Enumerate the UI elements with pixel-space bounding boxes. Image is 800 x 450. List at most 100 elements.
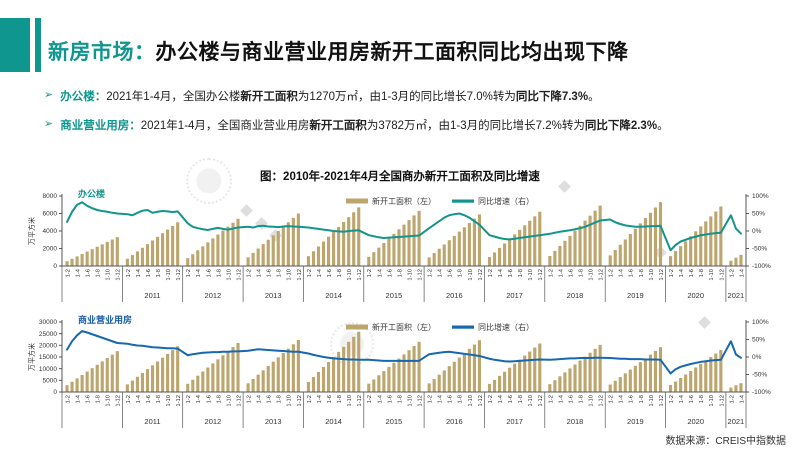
svg-text:1-2: 1-2 (548, 269, 554, 277)
svg-text:2011: 2011 (144, 291, 160, 300)
svg-text:2019: 2019 (627, 417, 644, 426)
svg-text:10000: 10000 (39, 366, 57, 373)
svg-text:1-10: 1-10 (106, 395, 112, 407)
svg-text:1-8: 1-8 (337, 395, 343, 403)
svg-text:1-4: 1-4 (438, 394, 444, 403)
chart-series-label: 办公楼 (78, 188, 105, 199)
svg-text:100%: 100% (752, 319, 769, 326)
svg-text:1-10: 1-10 (649, 269, 655, 281)
svg-text:50%: 50% (752, 211, 765, 218)
svg-text:1-4: 1-4 (317, 268, 323, 277)
bullets: ➢ 办公楼：2021年1-4月，全国办公楼新开工面积为1270万㎡，由1-3月的同… (44, 88, 774, 146)
svg-text:2020: 2020 (687, 291, 704, 300)
svg-text:2015: 2015 (386, 291, 403, 300)
svg-text:1-2: 1-2 (247, 395, 253, 403)
svg-text:30000: 30000 (39, 319, 57, 326)
data-source: 数据来源：CREIS中指数据 (665, 436, 786, 447)
x-axis: 1-2 1-4 1-6 1-8 1-10 1-12 1-2 1-4 1-6 1-8 1-10 1-12… (61, 391, 747, 428)
yoy-growth-line (66, 201, 742, 252)
svg-text:1-8: 1-8 (277, 395, 283, 403)
chart-commercial: 商业营业用房 新开工面积（左） 同比增速（右） 0 5000 10000 15000 2000… (0, 310, 800, 438)
svg-text:2021: 2021 (728, 417, 745, 426)
svg-text:1-6: 1-6 (206, 269, 212, 277)
page-title-main: 办公楼与商业营业用房新开工面积同比均出现下降 (155, 41, 629, 64)
svg-text:1-6: 1-6 (86, 395, 92, 403)
svg-text:1-12: 1-12 (538, 269, 544, 281)
svg-text:1-2: 1-2 (609, 269, 615, 277)
legend-bar-label: 新开工面积（左） (372, 322, 436, 332)
y-axis-left: 0 2000 4000 6000 8000 万平方米 (27, 193, 63, 270)
svg-text:1-4: 1-4 (377, 394, 383, 403)
svg-text:8000: 8000 (43, 193, 58, 200)
svg-text:2014: 2014 (325, 417, 342, 426)
svg-text:2014: 2014 (325, 291, 342, 300)
svg-text:1-4: 1-4 (739, 394, 745, 403)
legend-bar-swatch (346, 198, 368, 204)
svg-text:1-2: 1-2 (307, 395, 313, 403)
svg-text:1-12: 1-12 (719, 395, 725, 407)
svg-text:2018: 2018 (567, 417, 584, 426)
svg-text:0: 0 (53, 389, 57, 396)
svg-text:1-2: 1-2 (126, 395, 132, 403)
chart-office: 办公楼 新开工面积（左） 同比增速（右） 0 2000 4000 6000 8000 万平方米 1… (0, 184, 800, 312)
svg-text:15000: 15000 (39, 354, 57, 361)
svg-text:2011: 2011 (144, 417, 160, 426)
svg-text:1-4: 1-4 (739, 268, 745, 277)
svg-text:1-6: 1-6 (146, 269, 152, 277)
svg-text:1-8: 1-8 (156, 269, 162, 277)
svg-text:1-2: 1-2 (548, 395, 554, 403)
svg-text:1-10: 1-10 (347, 269, 353, 281)
svg-text:4000: 4000 (43, 228, 58, 235)
svg-text:1-2: 1-2 (65, 395, 71, 403)
svg-text:1-12: 1-12 (357, 395, 363, 407)
svg-text:1-2: 1-2 (488, 395, 494, 403)
svg-text:1-6: 1-6 (206, 395, 212, 403)
bullet-text: 办公楼：2021年1-4月，全国办公楼新开工面积为1270万㎡，由1-3月的同比… (60, 91, 600, 103)
svg-text:1-2: 1-2 (669, 269, 675, 277)
svg-text:1-12: 1-12 (478, 395, 484, 407)
svg-text:0%: 0% (752, 228, 762, 235)
combo-chart-svg: 商业营业用房新开工面积（左） 同比增速（右） 0 5000 10000 15000 2000… (27, 314, 771, 428)
svg-text:1-6: 1-6 (629, 395, 635, 403)
svg-text:1-4: 1-4 (257, 268, 263, 277)
svg-text:1-6: 1-6 (86, 269, 92, 277)
svg-text:1-2: 1-2 (488, 269, 494, 277)
svg-text:1-2: 1-2 (428, 269, 434, 277)
svg-text:0: 0 (53, 263, 57, 270)
legend-bar-swatch (346, 324, 368, 330)
page-title: 新房市场：办公楼与商业营业用房新开工面积同比均出现下降 (48, 36, 629, 66)
svg-text:1-10: 1-10 (528, 269, 534, 281)
legend-bar-label: 新开工面积（左） (372, 196, 436, 206)
svg-text:1-6: 1-6 (508, 269, 514, 277)
legend-line-swatch (452, 325, 474, 329)
svg-text:6000: 6000 (43, 211, 58, 218)
svg-text:1-8: 1-8 (699, 269, 705, 277)
y-axis-right: 100% 50% 0% -50% -100% (745, 319, 771, 396)
svg-text:1-10: 1-10 (166, 395, 172, 407)
svg-text:1-4: 1-4 (136, 268, 142, 277)
svg-text:1-6: 1-6 (629, 269, 635, 277)
svg-text:1-4: 1-4 (317, 394, 323, 403)
svg-text:1-2: 1-2 (729, 269, 735, 277)
svg-text:1-12: 1-12 (599, 395, 605, 407)
svg-text:1-8: 1-8 (96, 395, 102, 403)
svg-text:1-10: 1-10 (287, 269, 293, 281)
header-accent-square (0, 18, 30, 72)
svg-text:1-8: 1-8 (518, 395, 524, 403)
svg-text:1-10: 1-10 (589, 395, 595, 407)
svg-text:1-12: 1-12 (719, 269, 725, 281)
svg-text:1-8: 1-8 (397, 269, 403, 277)
svg-text:1-6: 1-6 (689, 269, 695, 277)
watermark-logo (186, 158, 232, 204)
header-accent-bar (35, 18, 41, 72)
svg-text:1-12: 1-12 (538, 395, 544, 407)
svg-text:-50%: -50% (752, 372, 767, 379)
svg-text:1-4: 1-4 (257, 394, 263, 403)
svg-text:100%: 100% (752, 193, 769, 200)
svg-text:1-6: 1-6 (146, 395, 152, 403)
svg-text:1-4: 1-4 (136, 394, 142, 403)
svg-text:1-2: 1-2 (247, 269, 253, 277)
svg-text:1-6: 1-6 (508, 395, 514, 403)
svg-text:1-12: 1-12 (418, 269, 424, 281)
svg-text:1-2: 1-2 (669, 395, 675, 403)
